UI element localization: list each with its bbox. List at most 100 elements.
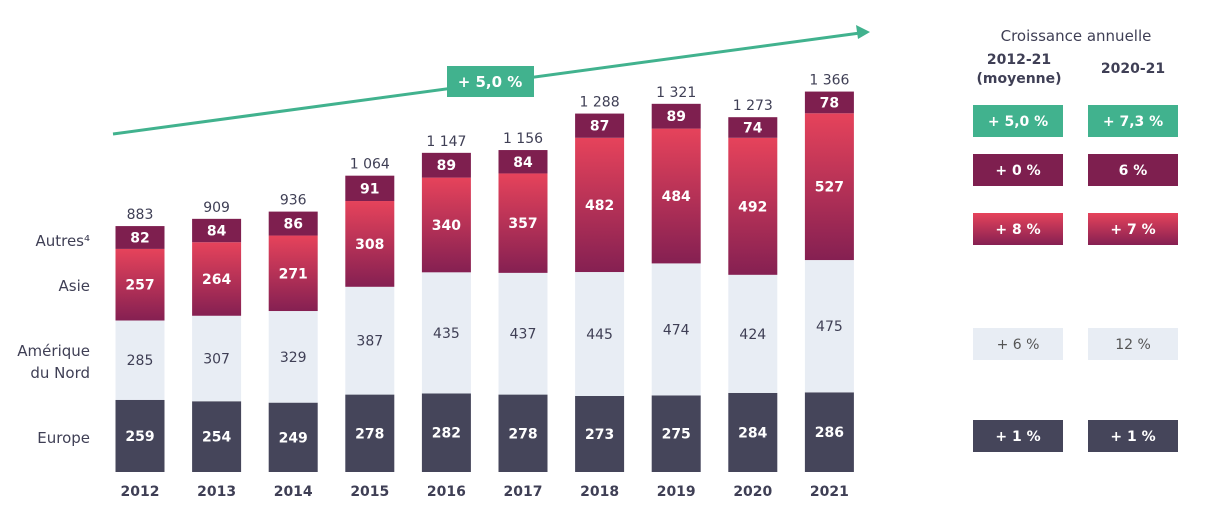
growth-box [973, 213, 1063, 245]
legend-europe: Europe [37, 429, 90, 447]
x-tick-label: 2018 [580, 484, 619, 500]
legend-amerique: Amérique du Nord [17, 342, 90, 382]
trend-arrow-head [856, 25, 870, 39]
data-label: 475 [816, 319, 843, 335]
data-label: 307 [203, 352, 230, 368]
growth-col1-line2: (moyenne) [976, 71, 1061, 87]
bar-2016-0 [421, 393, 471, 472]
growth-value: 6 % [1119, 163, 1148, 179]
bar-2020-2 [728, 137, 778, 275]
x-tick-label: 2014 [274, 484, 313, 500]
bar-2014-2 [268, 235, 318, 312]
data-label: 259 [125, 429, 154, 445]
bar-2020-3 [728, 117, 778, 138]
data-label: 340 [432, 218, 461, 234]
data-label: 273 [585, 427, 614, 443]
bar-2013-1 [192, 315, 242, 402]
data-label: 527 [815, 180, 844, 196]
total-label: 1 064 [350, 157, 390, 173]
bar-2021-1 [804, 260, 854, 393]
data-label: 254 [202, 430, 231, 446]
data-label: 91 [360, 181, 379, 197]
data-label: 78 [820, 95, 839, 111]
data-label: 87 [590, 119, 609, 135]
total-label: 1 366 [809, 73, 849, 89]
x-tick-label: 2019 [657, 484, 696, 500]
data-label: 286 [815, 425, 844, 441]
data-label: 84 [207, 224, 227, 240]
bar-2018-0 [575, 395, 625, 472]
growth-value: 12 % [1115, 337, 1151, 353]
data-label: 282 [432, 426, 461, 442]
data-label: 264 [202, 272, 231, 288]
data-label: 387 [356, 334, 383, 350]
data-label: 74 [743, 120, 763, 136]
bar-2012-0 [115, 399, 165, 472]
bar-2017-0 [498, 394, 548, 472]
bar-2018-3 [575, 113, 625, 138]
bar-2014-1 [268, 311, 318, 403]
bar-2016-1 [421, 272, 471, 394]
data-label: 357 [508, 216, 537, 232]
total-label: 1 273 [733, 98, 773, 114]
bar-2017-3 [498, 150, 548, 174]
growth-box [1088, 213, 1178, 245]
bar-2018-2 [575, 137, 625, 273]
growth-value: + 1 % [1110, 429, 1155, 445]
growth-value: + 7,3 % [1103, 114, 1163, 130]
total-label: 883 [127, 207, 154, 223]
bar-2021-2 [804, 113, 854, 261]
data-label: 271 [279, 266, 308, 282]
bar-2015-1 [345, 286, 395, 395]
x-tick-label: 2013 [197, 484, 236, 500]
data-label: 84 [513, 155, 533, 171]
growth-box [1088, 328, 1178, 360]
data-label: 445 [586, 327, 613, 343]
bar-2017-2 [498, 173, 548, 273]
bar-2014-3 [268, 211, 318, 236]
bar-2013-3 [192, 218, 242, 243]
x-tick-label: 2020 [733, 484, 772, 500]
data-label: 285 [127, 353, 154, 369]
data-label: 424 [739, 327, 766, 343]
total-label: 1 147 [426, 134, 466, 150]
bar-2015-3 [345, 175, 395, 202]
bar-2014-0 [268, 402, 318, 472]
bar-2013-0 [192, 401, 242, 472]
trend-label: + 5,0 % [458, 73, 523, 91]
bar-2018-1 [575, 272, 625, 396]
bar-2021-0 [804, 392, 854, 472]
bar-2019-3 [651, 103, 701, 129]
trend-label-box [447, 66, 534, 97]
data-label: 82 [130, 231, 149, 247]
data-label: 89 [437, 158, 456, 174]
growth-box [1088, 420, 1178, 452]
bar-2013-2 [192, 242, 242, 316]
data-label: 484 [662, 189, 691, 205]
growth-col1-line1: 2012-21 [987, 52, 1051, 68]
bar-2016-3 [421, 152, 471, 178]
bar-2020-1 [728, 274, 778, 393]
x-tick-label: 2021 [810, 484, 849, 500]
data-label: 278 [355, 426, 384, 442]
growth-col2: 2020-21 [1101, 61, 1165, 77]
growth-box [973, 154, 1063, 186]
data-label: 278 [508, 426, 537, 442]
bar-2012-1 [115, 320, 165, 400]
bar-2020-0 [728, 392, 778, 472]
data-label: 275 [662, 427, 691, 443]
data-label: 89 [666, 109, 685, 125]
total-label: 909 [203, 200, 230, 216]
legend-autres: Autres⁴ [35, 232, 90, 250]
data-label: 284 [738, 425, 767, 441]
x-tick-label: 2012 [121, 484, 160, 500]
bar-2012-3 [115, 226, 165, 249]
growth-title: Croissance annuelle [1001, 27, 1152, 45]
data-label: 86 [283, 217, 302, 233]
bar-2012-2 [115, 248, 165, 321]
x-tick-label: 2015 [350, 484, 389, 500]
growth-value: + 0 % [995, 163, 1040, 179]
bar-2017-1 [498, 272, 548, 395]
total-label: 1 288 [580, 95, 620, 111]
